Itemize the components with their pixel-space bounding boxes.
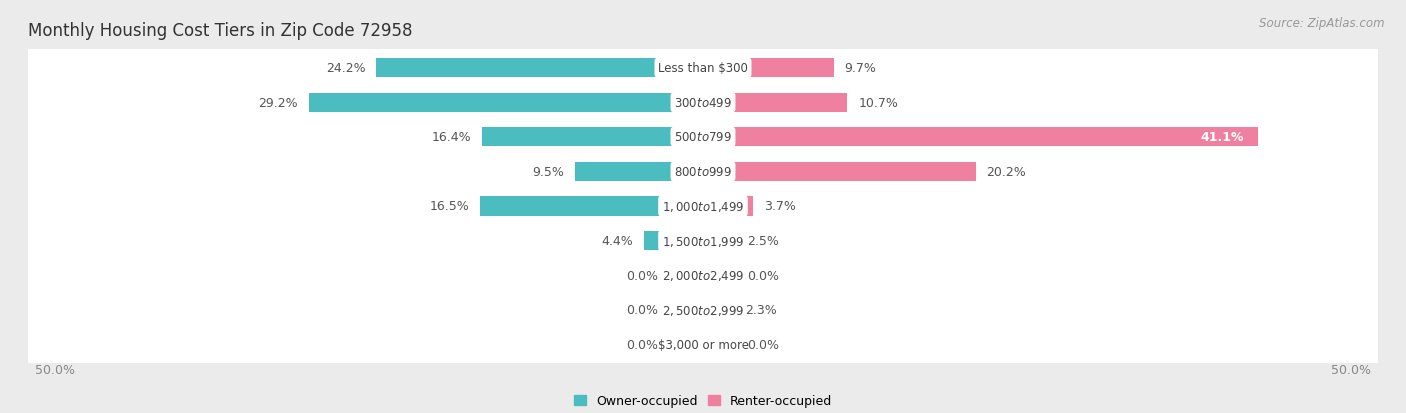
FancyBboxPatch shape xyxy=(27,315,1379,374)
Bar xyxy=(703,232,737,250)
Text: $800 to $999: $800 to $999 xyxy=(673,166,733,178)
Text: 0.0%: 0.0% xyxy=(627,269,658,282)
Bar xyxy=(669,335,703,354)
Bar xyxy=(703,266,737,285)
Bar xyxy=(575,163,703,181)
Bar xyxy=(669,301,703,320)
FancyBboxPatch shape xyxy=(27,142,1379,202)
Bar xyxy=(309,93,703,112)
Text: 16.4%: 16.4% xyxy=(432,131,471,144)
Text: $1,000 to $1,499: $1,000 to $1,499 xyxy=(662,199,744,214)
FancyBboxPatch shape xyxy=(27,246,1379,305)
Text: 2.3%: 2.3% xyxy=(745,304,776,316)
FancyBboxPatch shape xyxy=(27,177,1379,236)
Bar xyxy=(703,93,848,112)
Text: 0.0%: 0.0% xyxy=(627,338,658,351)
FancyBboxPatch shape xyxy=(27,74,1379,133)
Bar xyxy=(481,197,703,216)
Bar xyxy=(703,335,737,354)
Text: 20.2%: 20.2% xyxy=(987,166,1026,178)
Text: 29.2%: 29.2% xyxy=(259,97,298,109)
Text: $1,500 to $1,999: $1,500 to $1,999 xyxy=(662,234,744,248)
Bar xyxy=(703,128,1258,147)
Text: $2,000 to $2,499: $2,000 to $2,499 xyxy=(662,268,744,282)
Bar xyxy=(377,59,703,78)
Text: 10.7%: 10.7% xyxy=(858,97,898,109)
Text: 3.7%: 3.7% xyxy=(763,200,796,213)
Text: 41.1%: 41.1% xyxy=(1201,131,1244,144)
Bar xyxy=(669,266,703,285)
Text: 0.0%: 0.0% xyxy=(748,338,779,351)
Bar xyxy=(703,197,754,216)
Text: $2,500 to $2,999: $2,500 to $2,999 xyxy=(662,303,744,317)
Text: Monthly Housing Cost Tiers in Zip Code 72958: Monthly Housing Cost Tiers in Zip Code 7… xyxy=(28,22,412,40)
Legend: Owner-occupied, Renter-occupied: Owner-occupied, Renter-occupied xyxy=(574,394,832,408)
Text: 24.2%: 24.2% xyxy=(326,62,366,75)
Bar xyxy=(703,163,976,181)
Text: Less than $300: Less than $300 xyxy=(658,62,748,75)
FancyBboxPatch shape xyxy=(27,280,1379,339)
FancyBboxPatch shape xyxy=(27,39,1379,98)
Text: $500 to $799: $500 to $799 xyxy=(673,131,733,144)
Text: 50.0%: 50.0% xyxy=(35,363,75,376)
Text: $3,000 or more: $3,000 or more xyxy=(658,338,748,351)
Bar xyxy=(482,128,703,147)
FancyBboxPatch shape xyxy=(27,108,1379,167)
Text: 9.7%: 9.7% xyxy=(845,62,876,75)
FancyBboxPatch shape xyxy=(27,211,1379,271)
Text: 9.5%: 9.5% xyxy=(531,166,564,178)
Text: 2.5%: 2.5% xyxy=(748,235,779,247)
Text: 4.4%: 4.4% xyxy=(600,235,633,247)
Text: $300 to $499: $300 to $499 xyxy=(673,97,733,109)
Bar xyxy=(703,301,734,320)
Text: 0.0%: 0.0% xyxy=(627,304,658,316)
Text: 50.0%: 50.0% xyxy=(1331,363,1371,376)
Text: Source: ZipAtlas.com: Source: ZipAtlas.com xyxy=(1260,17,1385,29)
Bar xyxy=(644,232,703,250)
Text: 16.5%: 16.5% xyxy=(430,200,470,213)
Bar xyxy=(703,59,834,78)
Text: 0.0%: 0.0% xyxy=(748,269,779,282)
